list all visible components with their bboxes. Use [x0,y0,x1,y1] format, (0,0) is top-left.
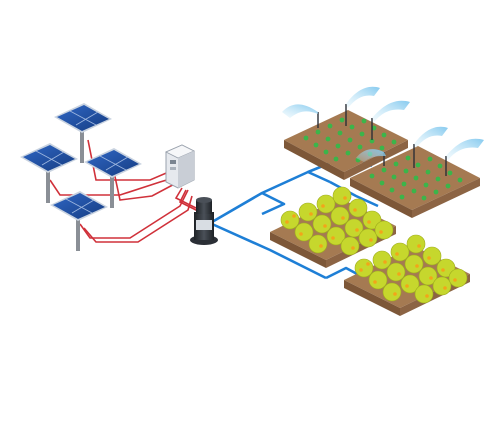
solar-panel [54,103,112,163]
wire-panel-bottom [79,189,189,239]
wire-panel-mid [113,171,183,201]
pipe-main-lower [211,222,327,280]
solar-panel [84,148,142,208]
sprinkler [445,138,484,176]
orchard-field [270,186,396,268]
wire-controller-pump-2 [178,189,201,213]
sprinkler [371,100,410,140]
sprinkler [345,86,380,126]
sprinkler [356,149,386,166]
crop-rows [303,117,397,163]
tree-canopies [280,186,394,256]
controller-box [165,144,195,189]
solar-panel [20,143,78,203]
crop-field-with-sprinklers [282,86,410,180]
pipe-field-upper-2 [329,180,379,208]
sprinkler [413,126,448,168]
orchard-field [344,234,470,316]
pipe-main-upper [211,170,331,224]
crop-rows [369,155,463,201]
wire-controller-pump [174,187,197,209]
crop-field-with-sprinklers [350,126,484,218]
tree-canopies [354,234,468,304]
tree-fruits [359,244,457,298]
solar-panel [50,191,108,251]
pipe-orchard [261,191,286,216]
tree-fruits [285,196,383,250]
sprinkler [282,104,319,128]
water-pump [190,197,218,245]
power-wires [49,139,201,243]
